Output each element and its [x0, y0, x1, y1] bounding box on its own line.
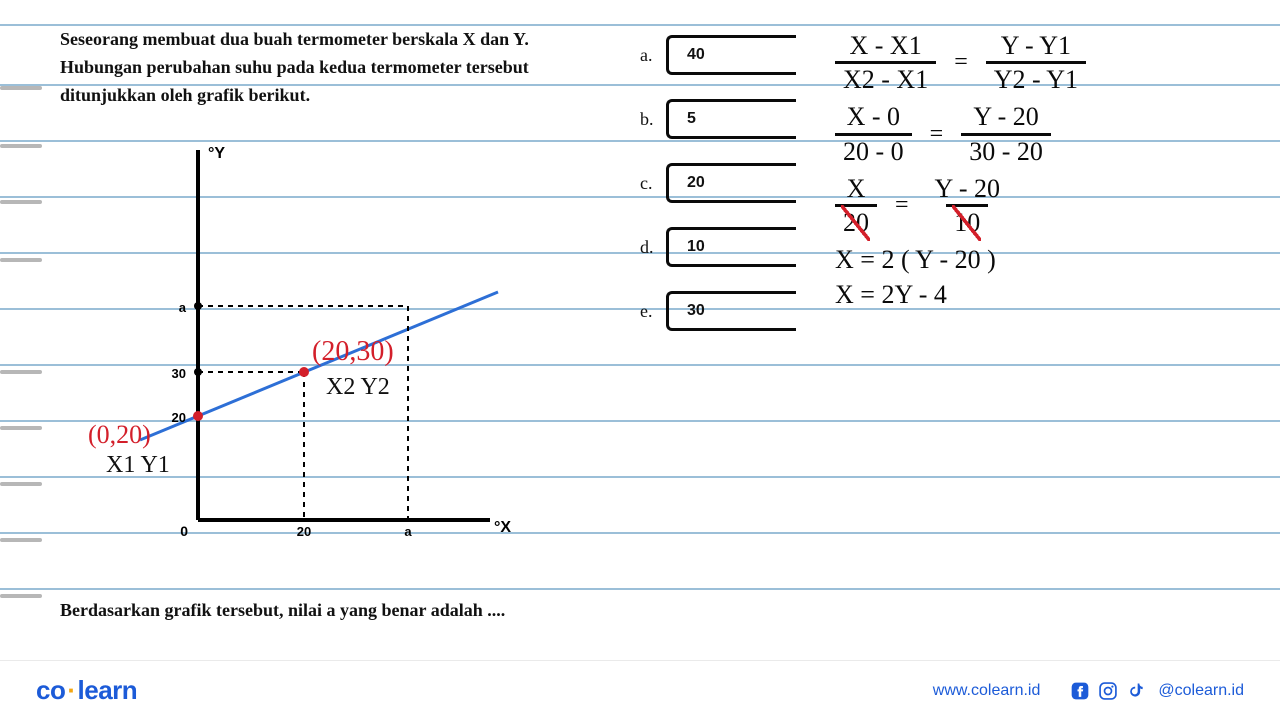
option-value: 20	[666, 163, 796, 203]
binder-stub	[0, 200, 42, 204]
question-line: Seseorang membuat dua buah termometer be…	[60, 26, 610, 54]
equation-4: X = 2 ( Y - 20 )	[835, 244, 1265, 275]
tiktok-icon[interactable]	[1126, 681, 1146, 701]
xtick: 20	[297, 524, 311, 539]
question-line: ditunjukkan oleh grafik berikut.	[60, 82, 610, 110]
annot-p2: (20,30)	[312, 336, 394, 368]
option-letter: a.	[640, 45, 666, 66]
option-b[interactable]: b. 5	[640, 99, 820, 139]
handwriting-work: X - X1X2 - X1 = Y - Y1Y2 - Y1 X - 020 - …	[835, 30, 1265, 311]
option-letter: b.	[640, 109, 666, 130]
footer-bar: co·learn www.colearn.id @colearn.id	[0, 660, 1280, 720]
graph-svg: °Y °X 0 20 30 a 20 a	[90, 140, 530, 570]
option-value: 10	[666, 227, 796, 267]
binder-stub	[0, 258, 42, 262]
brand-logo: co·learn	[36, 675, 137, 706]
binder-stub	[0, 86, 42, 90]
option-value: 40	[666, 35, 796, 75]
ytick: a	[179, 300, 187, 315]
ylabel: °Y	[208, 145, 225, 162]
option-a[interactable]: a. 40	[640, 35, 820, 75]
equation-3: X20 = Y - 2010	[835, 173, 1265, 238]
site-url[interactable]: www.colearn.id	[933, 682, 1041, 700]
origin: 0	[180, 523, 188, 539]
options-list: a. 40 b. 5 c. 20 d. 10 e. 30	[640, 35, 820, 355]
binder-stub	[0, 370, 42, 374]
equation-5: X = 2Y - 4	[835, 279, 1265, 310]
option-letter: c.	[640, 173, 666, 194]
xlabel: °X	[494, 519, 511, 536]
equals-sign: =	[954, 48, 968, 77]
option-value: 5	[666, 99, 796, 139]
binder-stub	[0, 482, 42, 486]
graph-container: °Y °X 0 20 30 a 20 a (0,20) X1 Y1 (20,30…	[90, 140, 530, 570]
social-links: @colearn.id	[1070, 681, 1244, 701]
binder-stub	[0, 426, 42, 430]
annot-p2-vars: X2 Y2	[326, 374, 390, 401]
ytick: 20	[172, 410, 186, 425]
social-handle[interactable]: @colearn.id	[1158, 682, 1244, 700]
annot-p1-vars: X1 Y1	[106, 452, 170, 479]
instagram-icon[interactable]	[1098, 681, 1118, 701]
binder-stub	[0, 538, 42, 542]
option-value: 30	[666, 291, 796, 331]
option-letter: d.	[640, 237, 666, 258]
question-text: Seseorang membuat dua buah termometer be…	[60, 26, 610, 110]
binder-stub	[0, 144, 42, 148]
option-e[interactable]: e. 30	[640, 291, 820, 331]
equation-1: X - X1X2 - X1 = Y - Y1Y2 - Y1	[835, 30, 1265, 95]
equation-2: X - 020 - 0 = Y - 2030 - 20	[835, 101, 1265, 166]
binder-stub	[0, 594, 42, 598]
question-footer: Berdasarkan grafik tersebut, nilai a yan…	[60, 600, 620, 621]
question-line: Hubungan perubahan suhu pada kedua termo…	[60, 54, 610, 82]
ytick: 30	[172, 366, 186, 381]
annot-p1: (0,20)	[88, 420, 151, 450]
xtick: a	[404, 524, 412, 539]
option-d[interactable]: d. 10	[640, 227, 820, 267]
facebook-icon[interactable]	[1070, 681, 1090, 701]
option-c[interactable]: c. 20	[640, 163, 820, 203]
option-letter: e.	[640, 301, 666, 322]
